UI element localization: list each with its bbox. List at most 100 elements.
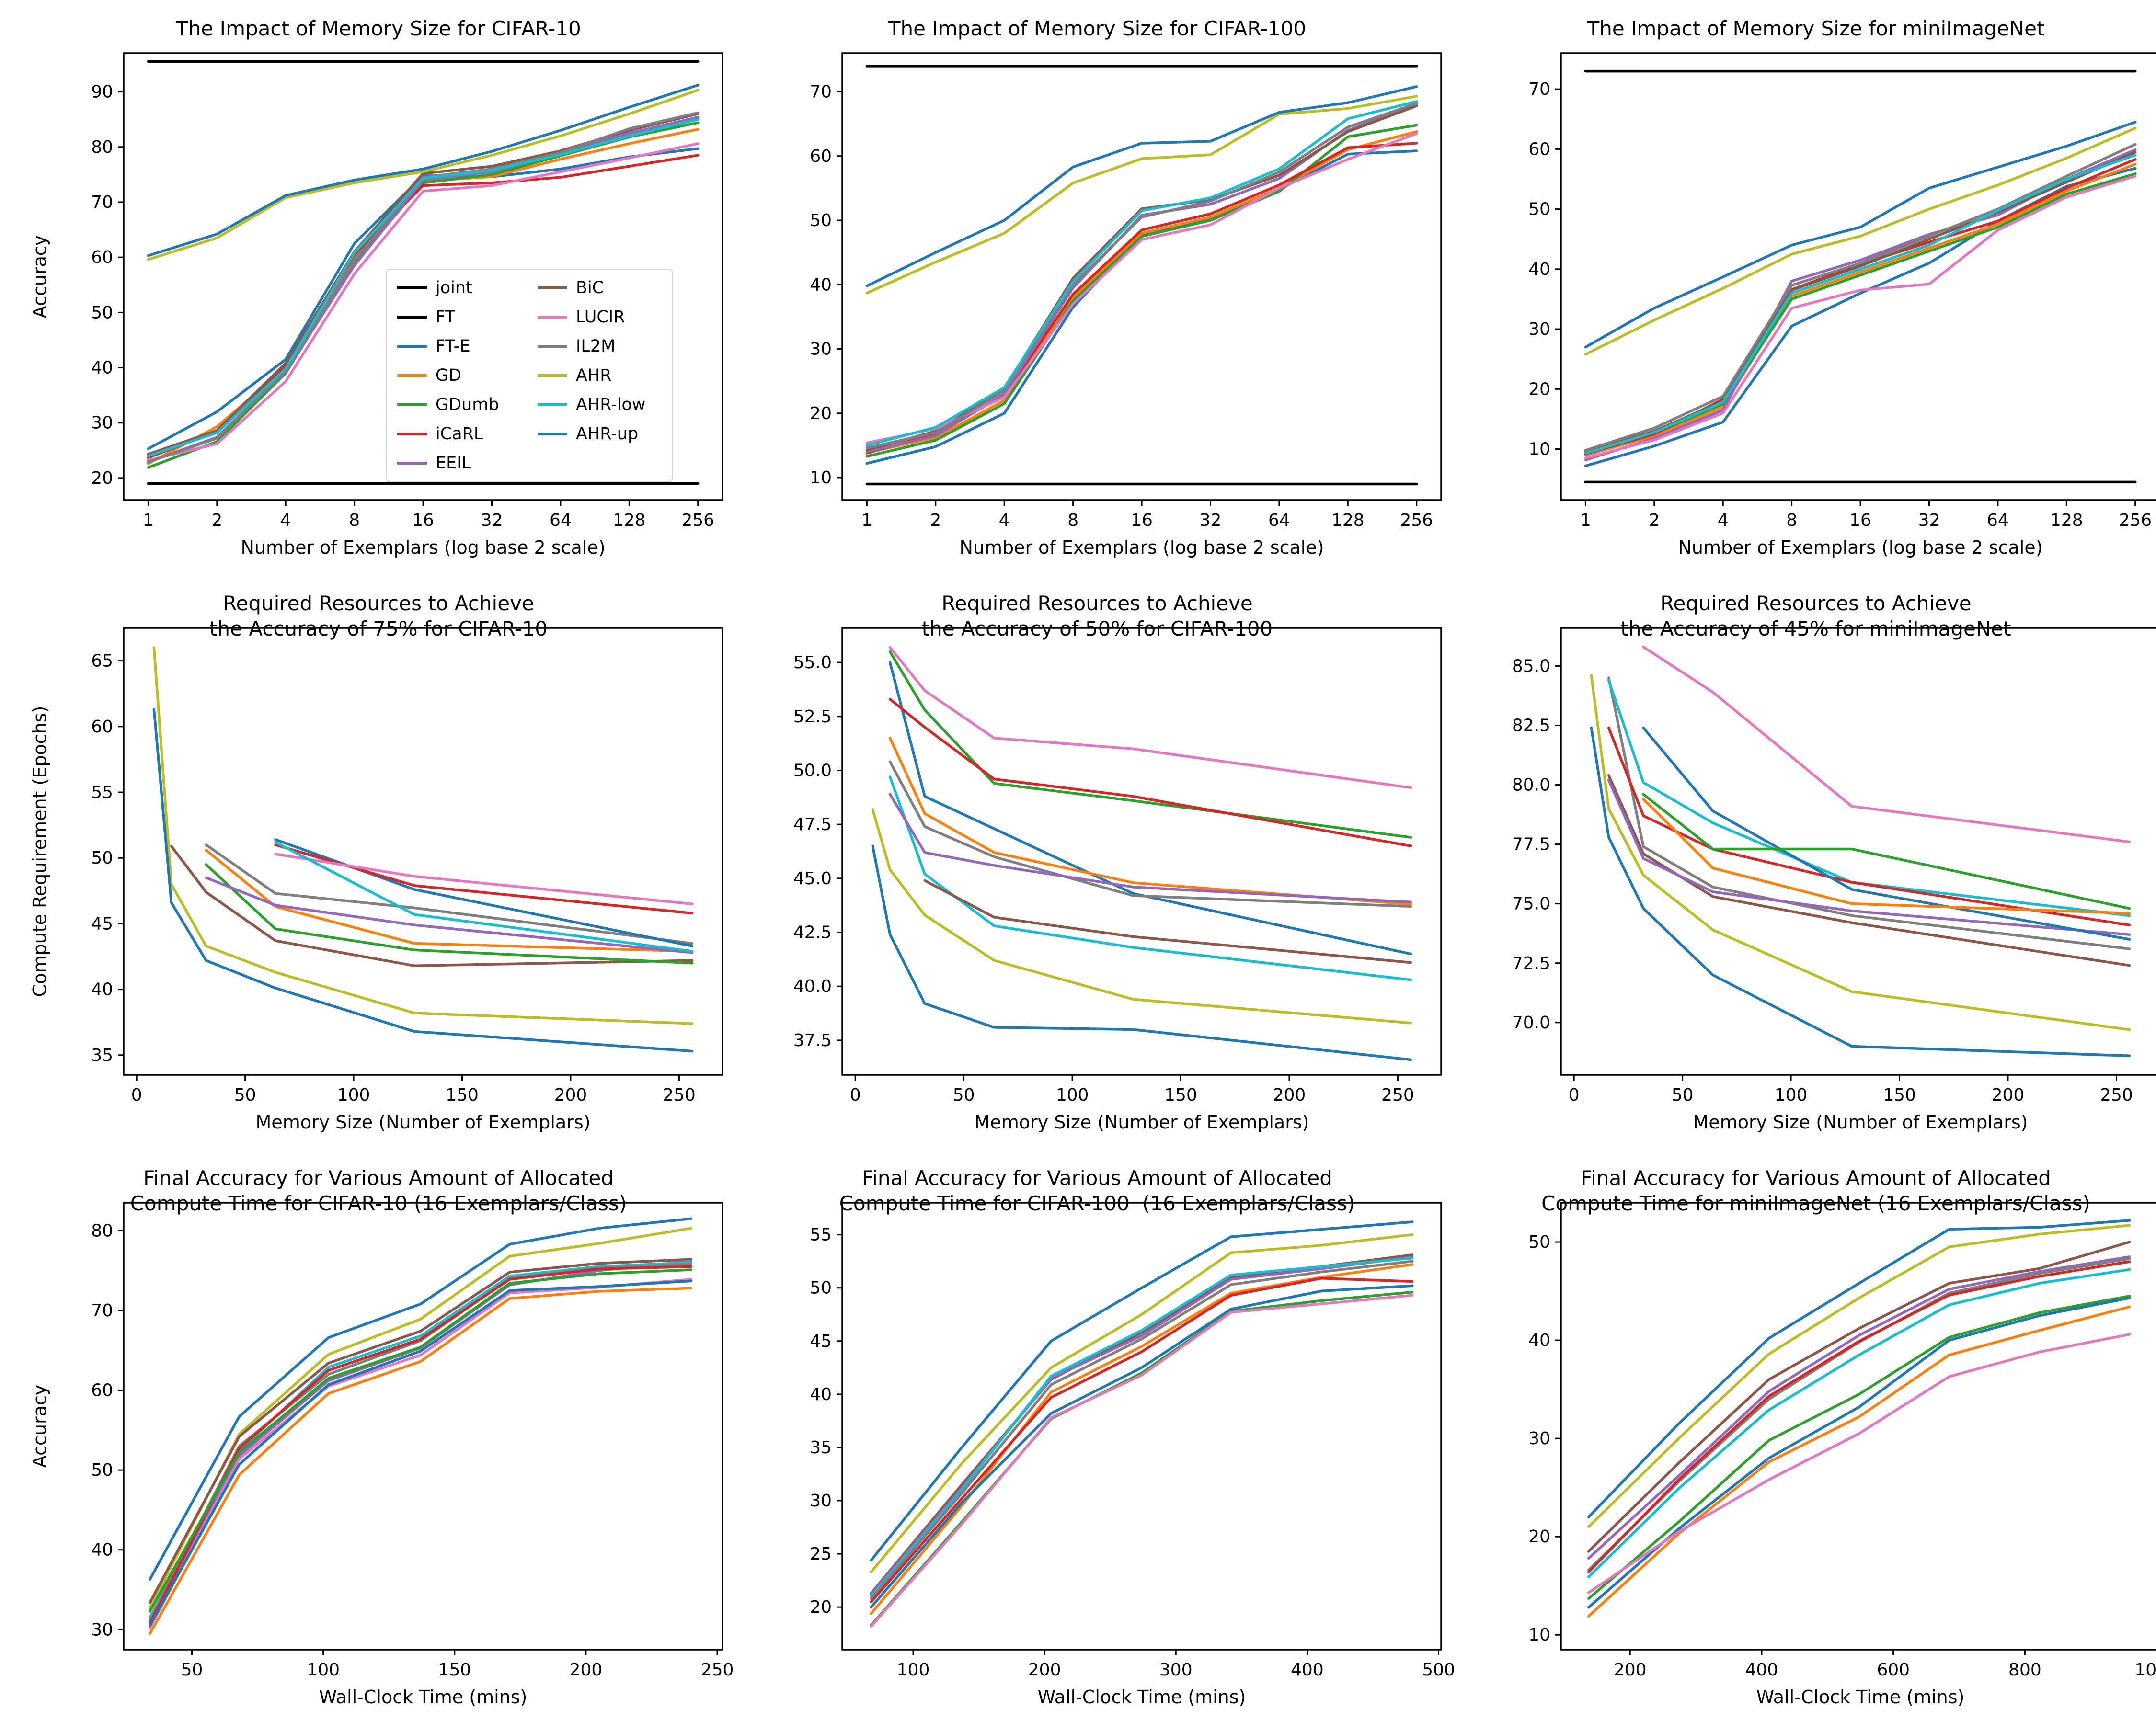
svg-text:64: 64 <box>1987 511 2009 530</box>
svg-text:37.5: 37.5 <box>793 1031 832 1050</box>
series-AHR <box>149 1227 692 1610</box>
svg-text:45: 45 <box>810 1332 832 1351</box>
series-AHR-up <box>147 84 700 257</box>
series-iCaRL <box>888 697 1412 847</box>
series-AHR-up <box>1584 121 2137 349</box>
svg-text:Number of Exemplars (log base: Number of Exemplars (log base 2 scale) <box>1678 537 2042 558</box>
legend-item-GDumb: GDumb <box>397 395 521 414</box>
chart-title: Required Resources to Achieve the Accura… <box>1620 592 2011 640</box>
series-AHR <box>152 646 694 1025</box>
series-LUCIR <box>1584 174 2137 460</box>
series-AHR-low <box>1607 679 2131 917</box>
series-BiC <box>170 844 694 967</box>
svg-text:50: 50 <box>91 303 113 322</box>
svg-text:50: 50 <box>91 848 113 868</box>
svg-text:32: 32 <box>1918 511 1940 530</box>
svg-text:30: 30 <box>1528 1429 1550 1448</box>
svg-text:25: 25 <box>810 1544 832 1564</box>
series-AHR <box>1590 674 2131 1031</box>
svg-text:64: 64 <box>550 511 572 530</box>
svg-text:82.5: 82.5 <box>1512 716 1550 735</box>
svg-text:8: 8 <box>1786 511 1797 530</box>
svg-text:100: 100 <box>1775 1085 1808 1105</box>
svg-text:32: 32 <box>1200 511 1222 530</box>
svg-text:1: 1 <box>1580 511 1591 530</box>
svg-text:45.0: 45.0 <box>793 869 832 889</box>
legend-item-FT-E: FT-E <box>397 337 521 356</box>
series-AHR <box>1584 126 2137 356</box>
chart-title: Required Resources to Achieve the Accura… <box>209 592 548 640</box>
svg-text:20: 20 <box>810 404 832 423</box>
svg-text:30: 30 <box>810 1491 832 1511</box>
chart-title: Final Accuracy for Various Amount of All… <box>839 1166 1355 1215</box>
svg-text:60: 60 <box>91 717 113 737</box>
svg-text:42.5: 42.5 <box>793 923 832 943</box>
chart-canvas-memory-cifar10: 1 2 4 8 16 32 64 128 256 20 30 40 50 60 70 80 90 Number o… <box>29 52 723 558</box>
svg-text:250: 250 <box>2100 1085 2133 1105</box>
series-GD <box>888 737 1412 906</box>
svg-text:55: 55 <box>91 783 113 802</box>
series-GD <box>870 1263 1414 1615</box>
chart-epochs-miniimagenet: Required Resources to Achieve the Accura… <box>1456 582 2156 1157</box>
legend-swatch-GDumb <box>397 403 427 406</box>
svg-text:50: 50 <box>181 1660 203 1680</box>
svg-text:60: 60 <box>91 248 113 267</box>
legend-swatch-AHR <box>538 374 567 377</box>
svg-text:8: 8 <box>349 511 360 530</box>
series-iCaRL <box>149 1265 692 1625</box>
chart-epochs-cifar100: Required Resources to Achieve the Accura… <box>738 582 1456 1157</box>
legend-label: IL2M <box>576 337 616 356</box>
series-EEIL <box>1587 1255 2131 1560</box>
svg-text:77.5: 77.5 <box>1512 835 1550 855</box>
legend-swatch-IL2M <box>538 345 567 348</box>
legend-item-AHR-low: AHR-low <box>538 395 662 414</box>
series-BiC <box>149 1258 692 1604</box>
series-AHR <box>1587 1224 2131 1528</box>
svg-text:47.5: 47.5 <box>793 815 832 834</box>
svg-text:200: 200 <box>570 1660 603 1680</box>
series-BiC <box>1607 774 2131 967</box>
svg-text:1: 1 <box>861 511 872 530</box>
svg-text:40: 40 <box>810 1385 832 1404</box>
chart-canvas-epochs-miniimagenet: 0 50 100 150 200 250 70.0 72.5 75.0 77.5 80.0 82.5 8… <box>1512 627 2156 1133</box>
series-GDumb <box>149 1268 692 1613</box>
svg-text:60: 60 <box>91 1381 113 1401</box>
series-LUCIR <box>274 853 694 906</box>
svg-text:1: 1 <box>143 511 154 530</box>
chart-canvas-time-cifar100: 100 200 300 400 500 20 25 30 35 40 45 50 55 Wall-Cloc… <box>810 1202 1455 1708</box>
legend-item-GD: GD <box>397 366 521 385</box>
legend-label: AHR-up <box>576 424 639 444</box>
svg-text:50.0: 50.0 <box>793 761 832 780</box>
series-GD <box>1584 162 2137 456</box>
svg-text:300: 300 <box>1159 1660 1193 1680</box>
legend-item-LUCIR: LUCIR <box>538 308 662 327</box>
svg-text:16: 16 <box>1849 511 1871 530</box>
legend-label: LUCIR <box>576 308 625 327</box>
svg-text:Memory Size (Number of Exempla: Memory Size (Number of Exemplars) <box>256 1112 591 1133</box>
legend-item-EEIL: EEIL <box>397 454 521 473</box>
svg-text:20: 20 <box>1528 379 1550 399</box>
svg-text:70: 70 <box>91 193 113 212</box>
legend-item-joint: joint <box>397 278 521 297</box>
svg-text:500: 500 <box>1422 1660 1455 1680</box>
series-iCaRL <box>870 1276 1414 1603</box>
series-iCaRL <box>274 843 694 915</box>
svg-text:40: 40 <box>91 358 113 378</box>
chart-canvas-memory-miniimagenet: 1 2 4 8 16 32 64 128 256 10 20 30 40 50 60 70 Number of … <box>1528 52 2156 558</box>
series-FT-E <box>274 838 694 947</box>
svg-text:8: 8 <box>1067 511 1078 530</box>
legend-item-AHR: AHR <box>538 366 662 385</box>
svg-text:Memory Size (Number of Exempla: Memory Size (Number of Exemplars) <box>1693 1112 2028 1133</box>
series-LUCIR <box>888 646 1412 789</box>
legend-label: GDumb <box>436 395 499 414</box>
chart-title: The Impact of Memory Size for CIFAR-100 <box>888 17 1307 40</box>
chart-memory-cifar100: The Impact of Memory Size for CIFAR-100 … <box>738 8 1456 582</box>
series-AHR-up <box>149 1217 692 1581</box>
svg-text:400: 400 <box>1745 1660 1778 1680</box>
legend-label: iCaRL <box>436 424 483 444</box>
series-BiC <box>923 879 1412 964</box>
svg-text:50: 50 <box>1672 1085 1694 1105</box>
series-AHR-low <box>274 841 694 953</box>
svg-text:50: 50 <box>1528 1232 1550 1252</box>
series-IL2M <box>1584 143 2137 452</box>
